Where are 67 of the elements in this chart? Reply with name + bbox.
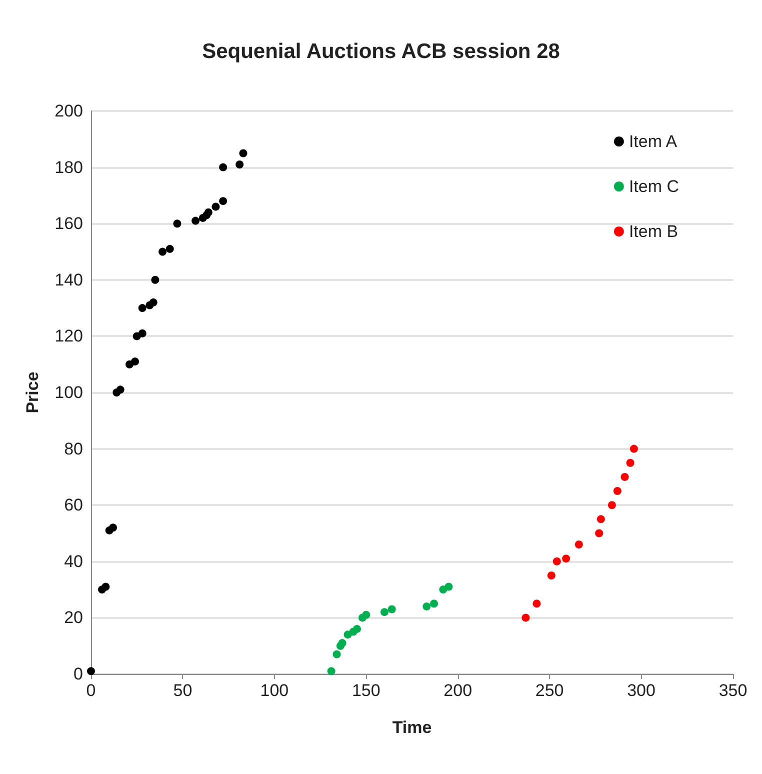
point [608,501,616,510]
x-tick-label: 150 [352,681,380,700]
point [219,197,228,206]
point [327,667,336,676]
point [574,540,583,549]
point [388,605,396,614]
y-tick-label: 160 [54,214,83,234]
point [173,220,182,228]
point [626,458,634,467]
x-tick-label: 300 [627,681,656,700]
point [166,244,174,253]
y-tick-label: 0 [74,664,83,684]
point [192,216,200,225]
chart-title: Sequenial Auctions ACB session 28 [202,40,560,63]
y-tick-label: 140 [54,270,83,290]
point [212,202,220,211]
point [102,582,110,591]
y-tick-label: 120 [54,326,83,346]
point [158,248,167,256]
point [352,624,361,633]
x-tick-label: 0 [86,681,96,700]
point [552,557,561,566]
x-tick-label: 50 [173,681,192,700]
point [522,614,530,622]
point [532,600,541,608]
x-tick-label: 100 [260,681,289,700]
point [138,304,146,312]
x-tick-label: 250 [535,681,564,700]
point [116,386,124,394]
point [219,163,228,172]
point [236,160,244,168]
point [547,571,556,580]
point [595,529,604,538]
y-tick-label: 60 [64,496,83,515]
y-tick-label: 100 [54,383,83,402]
point [151,276,160,284]
y-tick-label: 180 [54,158,83,177]
point [87,667,95,676]
point [138,329,146,338]
point [630,444,638,453]
point [149,298,158,306]
y-tick-label: 80 [64,439,83,458]
point [596,515,605,524]
x-tick-label: 350 [718,681,748,700]
point [239,149,248,158]
point [380,608,388,616]
y-tick-label: 20 [64,608,83,628]
x-axis-title: Time [392,718,432,737]
point [422,602,431,610]
point [338,639,346,648]
point [430,600,438,608]
point [444,582,453,591]
legend-label: Item A [628,132,678,151]
x-tick-label: 200 [444,681,472,700]
y-tick-label: 40 [64,552,83,571]
point [362,610,370,619]
point [332,650,341,658]
y-tick-label: 200 [54,102,83,120]
legend-label: Item C [628,177,679,196]
point [613,487,622,496]
legend-label: Item B [628,222,678,241]
point [562,554,570,563]
point [620,472,629,481]
y-axis-title: Price [23,372,42,414]
point [131,358,140,366]
point [109,524,118,532]
point [204,208,212,216]
